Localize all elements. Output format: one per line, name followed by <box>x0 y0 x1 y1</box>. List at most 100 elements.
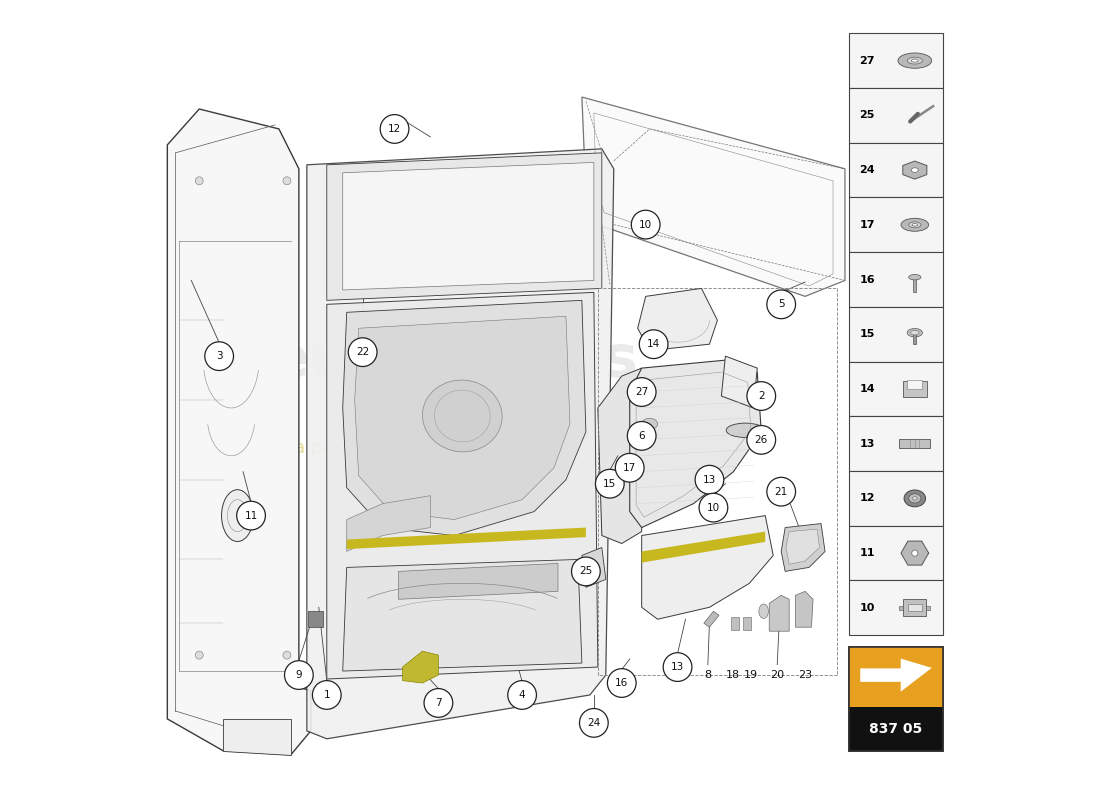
Text: 1: 1 <box>323 690 330 700</box>
Polygon shape <box>327 153 602 300</box>
Bar <box>849 307 943 362</box>
Text: 24: 24 <box>587 718 601 728</box>
Bar <box>732 617 739 630</box>
Circle shape <box>747 382 776 410</box>
Text: 2: 2 <box>758 391 764 401</box>
Ellipse shape <box>195 651 204 659</box>
Polygon shape <box>343 300 586 535</box>
Ellipse shape <box>908 329 923 337</box>
Ellipse shape <box>904 490 925 507</box>
Text: 4: 4 <box>519 690 526 700</box>
Ellipse shape <box>913 497 917 500</box>
Text: 3: 3 <box>216 351 222 361</box>
Polygon shape <box>308 611 322 627</box>
Circle shape <box>236 502 265 530</box>
Text: 7: 7 <box>436 698 442 708</box>
Circle shape <box>639 330 668 358</box>
Text: 12: 12 <box>388 124 401 134</box>
Bar <box>913 278 916 292</box>
Bar <box>849 34 943 88</box>
Ellipse shape <box>221 490 253 542</box>
Ellipse shape <box>195 177 204 185</box>
Text: 19: 19 <box>744 670 758 680</box>
Bar <box>908 605 922 611</box>
Circle shape <box>631 210 660 239</box>
Bar <box>849 88 943 142</box>
Text: 11: 11 <box>244 510 257 521</box>
Circle shape <box>349 338 377 366</box>
Polygon shape <box>769 595 789 631</box>
Bar <box>849 142 943 198</box>
Circle shape <box>508 681 537 710</box>
Polygon shape <box>860 658 932 692</box>
Text: 10: 10 <box>707 502 721 513</box>
Bar <box>900 439 931 448</box>
Ellipse shape <box>912 550 917 556</box>
Bar <box>849 581 943 635</box>
Circle shape <box>747 426 776 454</box>
Text: 14: 14 <box>647 339 660 349</box>
Text: 11: 11 <box>859 548 874 558</box>
Circle shape <box>663 653 692 682</box>
Ellipse shape <box>912 223 917 226</box>
Bar <box>849 416 943 471</box>
Bar <box>849 647 943 707</box>
Polygon shape <box>307 149 614 739</box>
Polygon shape <box>346 527 586 549</box>
Polygon shape <box>582 547 606 587</box>
Ellipse shape <box>641 418 658 430</box>
Ellipse shape <box>759 604 769 618</box>
Text: 17: 17 <box>623 462 636 473</box>
Bar <box>903 381 927 398</box>
Text: eurospares: eurospares <box>270 332 639 389</box>
Text: 25: 25 <box>859 110 874 120</box>
Ellipse shape <box>909 494 921 503</box>
Ellipse shape <box>283 177 290 185</box>
Polygon shape <box>167 109 311 754</box>
Text: 17: 17 <box>859 220 874 230</box>
Circle shape <box>695 466 724 494</box>
Bar <box>908 380 922 389</box>
Bar <box>849 647 943 750</box>
Polygon shape <box>786 529 820 564</box>
Polygon shape <box>704 611 719 627</box>
Circle shape <box>595 470 624 498</box>
Text: 23: 23 <box>798 670 812 680</box>
Polygon shape <box>343 162 594 290</box>
Ellipse shape <box>911 330 918 335</box>
Polygon shape <box>903 161 927 179</box>
Polygon shape <box>403 651 439 683</box>
Polygon shape <box>638 288 717 350</box>
Ellipse shape <box>912 168 918 172</box>
Text: 25: 25 <box>580 566 593 577</box>
Circle shape <box>627 422 656 450</box>
Circle shape <box>767 290 795 318</box>
Ellipse shape <box>422 380 502 452</box>
Bar <box>849 252 943 307</box>
Polygon shape <box>582 97 845 296</box>
Circle shape <box>381 114 409 143</box>
Text: 15: 15 <box>859 330 874 339</box>
Text: 13: 13 <box>703 474 716 485</box>
Text: 22: 22 <box>356 347 370 357</box>
Text: 15: 15 <box>603 478 616 489</box>
Polygon shape <box>343 559 582 671</box>
Circle shape <box>615 454 645 482</box>
Text: 5: 5 <box>778 299 784 310</box>
Polygon shape <box>722 356 757 408</box>
Text: 8: 8 <box>704 670 712 680</box>
Text: 6: 6 <box>638 431 645 441</box>
Bar <box>849 362 943 416</box>
Ellipse shape <box>912 59 918 62</box>
Bar <box>913 333 916 344</box>
Polygon shape <box>354 316 570 519</box>
Ellipse shape <box>898 53 932 68</box>
Polygon shape <box>327 292 597 679</box>
Bar <box>926 606 931 610</box>
Ellipse shape <box>901 218 928 231</box>
Polygon shape <box>398 563 558 599</box>
Circle shape <box>607 669 636 698</box>
Ellipse shape <box>908 57 923 64</box>
Polygon shape <box>641 531 766 562</box>
Circle shape <box>700 494 728 522</box>
